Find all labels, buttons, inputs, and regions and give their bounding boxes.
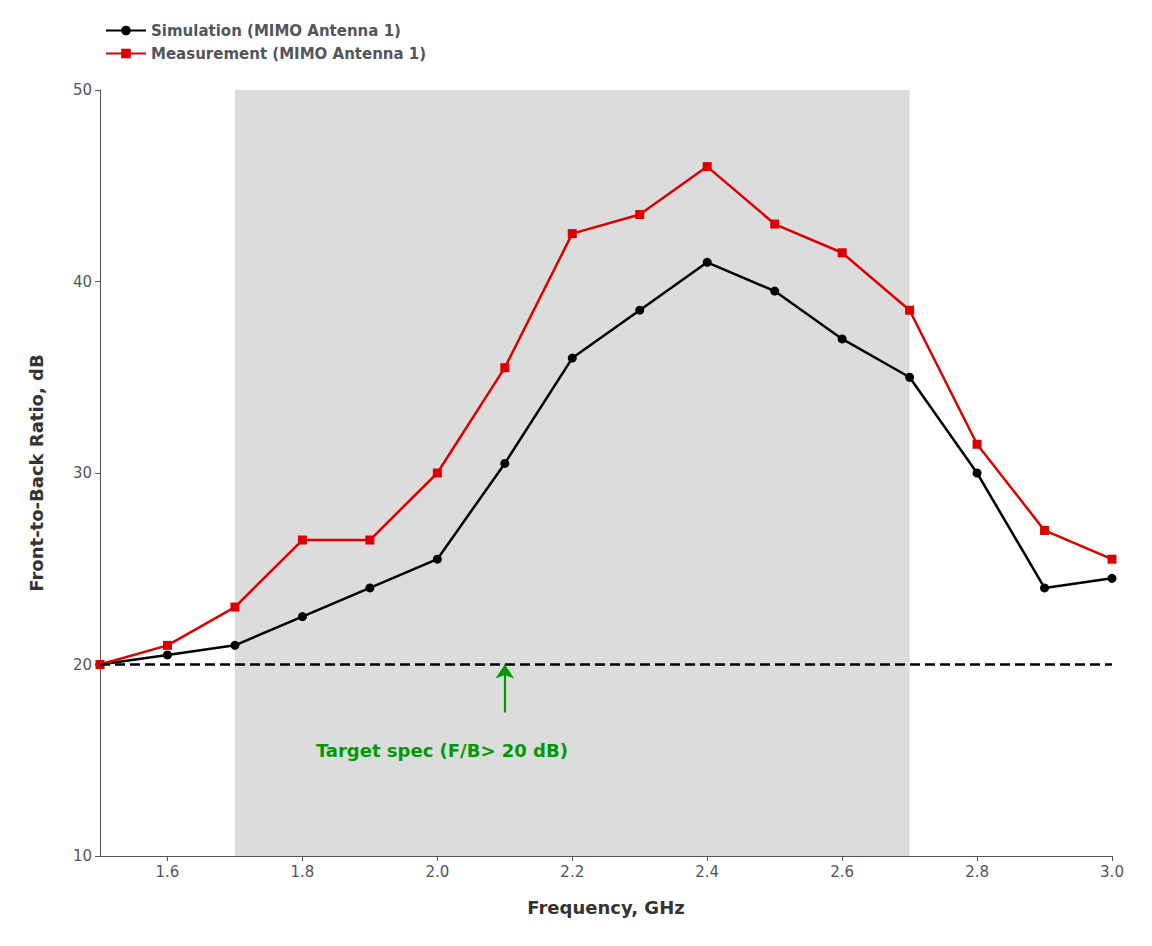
svg-text:1.6: 1.6: [156, 863, 180, 881]
svg-text:3.0: 3.0: [1100, 863, 1124, 881]
svg-text:Front-to-Back Ratio, dB: Front-to-Back Ratio, dB: [26, 354, 47, 591]
svg-text:2.0: 2.0: [425, 863, 449, 881]
svg-text:Frequency, GHz: Frequency, GHz: [527, 897, 684, 918]
svg-text:1.8: 1.8: [290, 863, 314, 881]
svg-text:20: 20: [73, 656, 92, 674]
svg-text:2.8: 2.8: [965, 863, 989, 881]
svg-text:40: 40: [73, 273, 92, 291]
svg-text:Measurement (MIMO Antenna 1): Measurement (MIMO Antenna 1): [151, 45, 426, 63]
svg-text:Simulation (MIMO Antenna 1): Simulation (MIMO Antenna 1): [151, 22, 401, 40]
svg-text:10: 10: [73, 847, 92, 865]
svg-text:50: 50: [73, 81, 92, 99]
svg-text:Target spec (F/B> 20 dB): Target spec (F/B> 20 dB): [316, 740, 568, 761]
svg-text:2.2: 2.2: [560, 863, 584, 881]
svg-text:30: 30: [73, 464, 92, 482]
svg-text:2.4: 2.4: [695, 863, 719, 881]
svg-text:2.6: 2.6: [830, 863, 854, 881]
